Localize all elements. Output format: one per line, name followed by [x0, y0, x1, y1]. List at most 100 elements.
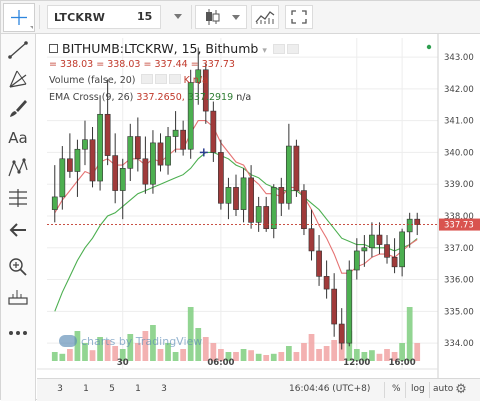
candle-body	[338, 323, 345, 344]
collapse-legend-icon[interactable]	[49, 44, 58, 53]
volume-bar	[376, 353, 383, 361]
time-tick-label: 30	[117, 358, 129, 368]
close-icon[interactable]	[168, 74, 181, 84]
price-tick-label: 336.00	[444, 276, 474, 286]
last-price-badge	[439, 218, 480, 231]
volume-bar	[323, 346, 330, 361]
price-tick-label: 342.00	[444, 85, 474, 95]
price-tick-label: 339.00	[444, 180, 474, 190]
price-tick-label: 334.00	[444, 339, 474, 349]
range-button-1[interactable]: 3	[57, 384, 63, 394]
gear-icon[interactable]: ⚙	[455, 382, 467, 397]
volume-bar	[270, 353, 277, 361]
volume-bar	[308, 334, 315, 361]
candle-body	[210, 110, 217, 153]
volume-bar	[142, 331, 149, 361]
legend-ema-row: EMA Cross (9, 26) 337.2650, 337.2919 n/a	[49, 92, 252, 103]
volume-bar	[233, 352, 239, 361]
range-button-2[interactable]: 1	[83, 384, 89, 394]
tradingview-watermark[interactable]: charts by TradingView	[59, 335, 202, 348]
volume-bar	[414, 343, 421, 361]
volume-bar	[112, 346, 119, 361]
candle-body	[323, 276, 330, 290]
settings-small-icon[interactable]	[154, 74, 167, 84]
volume-bar	[384, 349, 390, 361]
volume-bar	[59, 353, 66, 361]
chevron-down-icon[interactable]: ▾	[262, 46, 267, 56]
candle-body	[308, 228, 315, 252]
fullscreen-button[interactable]	[285, 5, 313, 29]
ema-value-slow: 337.2919	[187, 92, 234, 103]
eye-icon[interactable]	[140, 74, 153, 84]
zoom-in-icon	[9, 258, 27, 276]
pitchfork-tool[interactable]	[5, 67, 31, 91]
symbol-input[interactable]: LTCKRW	[47, 5, 161, 29]
text-icon: Aa	[8, 129, 28, 147]
volume-bar	[67, 349, 73, 361]
candle-body	[278, 187, 285, 204]
volume-bar	[187, 307, 194, 361]
volume-bar	[255, 353, 262, 361]
volume-bar	[180, 349, 187, 361]
candle-body	[369, 234, 375, 249]
price-chart[interactable]: 343.00342.00341.00340.00339.00338.00337.…	[37, 34, 480, 379]
volume-bar	[361, 352, 368, 361]
measure-tool[interactable]	[5, 284, 31, 308]
legend-volume-row: Volume (false, 20) K n/a	[49, 74, 208, 86]
range-button-4[interactable]: 1	[135, 384, 141, 394]
trend-line-tool[interactable]	[5, 38, 31, 62]
text-tool[interactable]: Aa	[5, 126, 31, 150]
brush-tool[interactable]	[5, 96, 31, 120]
interval-dropdown-button[interactable]	[169, 5, 187, 29]
volume-bar	[391, 352, 398, 361]
auto-toggle[interactable]: auto	[433, 384, 454, 394]
price-tick-label: 343.00	[444, 53, 474, 63]
range-button-5[interactable]: 3	[161, 384, 167, 394]
candle-body	[248, 177, 254, 223]
legend-ohlc: = 338.03 = 338.03 = 337.44 = 337.73	[49, 59, 235, 70]
candle-body	[255, 206, 262, 223]
volume-bar	[127, 334, 134, 361]
percent-toggle[interactable]: %	[392, 384, 401, 394]
volume-bar	[225, 352, 232, 361]
volume-bar	[104, 340, 111, 361]
arrow-left-icon	[9, 223, 26, 237]
tradingview-logo-icon	[59, 335, 77, 347]
settings-small-icon[interactable]	[286, 44, 299, 54]
back-button[interactable]	[5, 218, 31, 242]
candle-body	[187, 82, 194, 150]
volume-bar	[248, 350, 254, 361]
top-toolbar: LTCKRW 15	[1, 1, 480, 34]
chart-pane[interactable]: 343.00 342.00 341.00 340.00 339.00 338.00 337.…	[37, 34, 480, 379]
volume-bar	[202, 337, 209, 361]
candle-body	[399, 231, 405, 268]
candle-body	[74, 148, 81, 172]
pattern-tool[interactable]	[5, 156, 31, 180]
volume-bar	[89, 350, 96, 361]
pitchfork-icon	[9, 70, 27, 88]
brush-icon	[10, 100, 27, 117]
candle-body	[97, 113, 103, 182]
candle-body	[346, 269, 353, 344]
legend-title-row: BITHUMB:LTCKRW, 15, Bithumb ▾	[49, 41, 299, 56]
candle-body	[414, 218, 421, 225]
chart-style-button[interactable]	[195, 5, 247, 29]
candle-body	[89, 139, 96, 182]
eye-icon[interactable]	[272, 44, 285, 54]
log-toggle[interactable]: log	[411, 384, 425, 394]
candle-body	[233, 187, 239, 210]
chevron-down-icon	[174, 14, 182, 19]
last-price-label: 337.73	[444, 221, 474, 231]
volume-bar	[74, 331, 81, 361]
candle-body	[119, 168, 126, 191]
interval-selector[interactable]: 15	[137, 10, 153, 23]
drawing-toolbar: Aa	[1, 34, 36, 401]
prediction-tool[interactable]	[5, 186, 31, 210]
zoom-tool[interactable]	[5, 254, 31, 278]
trend-line-icon	[8, 41, 28, 59]
range-button-3[interactable]: 5	[109, 384, 115, 394]
price-tick-label: 340.00	[444, 148, 474, 158]
crosshair-tool-button[interactable]	[3, 3, 35, 32]
indicators-button[interactable]	[251, 5, 279, 29]
more-tools-button[interactable]	[5, 321, 31, 345]
